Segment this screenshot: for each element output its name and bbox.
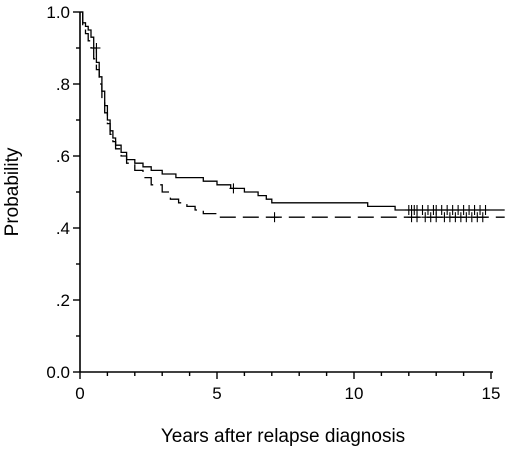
axes	[79, 12, 493, 373]
y-tick-label: 1.0	[46, 3, 70, 22]
survival-curves	[80, 11, 505, 218]
x-tick-label: 0	[75, 384, 84, 403]
x-ticks: 0 5 10 15	[75, 372, 500, 403]
y-axis-title: Probability	[2, 147, 23, 236]
censor-marks	[92, 43, 490, 223]
survival-curve-dashed	[80, 11, 505, 218]
y-tick-label: 0.0	[46, 363, 70, 382]
y-ticks: 0.0 .2 .4 .6 .8 1.0	[46, 3, 80, 382]
survival-curve-solid	[80, 11, 505, 211]
y-tick-label: .6	[56, 147, 70, 166]
x-tick-label: 10	[345, 384, 364, 403]
x-tick-label: 15	[482, 384, 501, 403]
x-tick-label: 5	[212, 384, 221, 403]
y-tick-label: .4	[56, 219, 70, 238]
x-axis-title: Years after relapse diagnosis	[161, 426, 405, 447]
y-tick-label: .8	[56, 75, 70, 94]
y-tick-label: .2	[56, 291, 70, 310]
